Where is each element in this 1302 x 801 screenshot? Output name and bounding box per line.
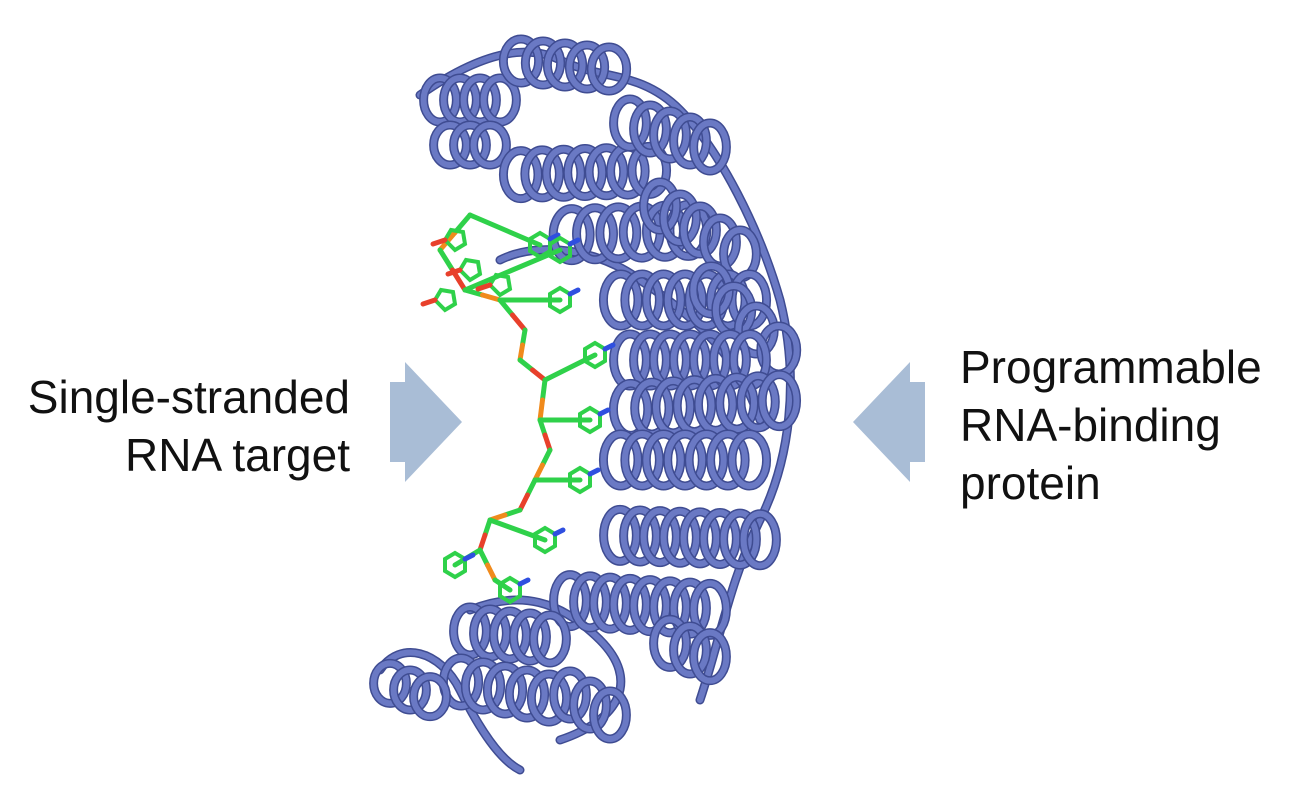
rna-bond bbox=[510, 312, 528, 333]
protein-loop bbox=[377, 649, 523, 773]
rna-base-ring bbox=[578, 405, 602, 435]
rna-bond bbox=[597, 407, 611, 417]
rna-base-ring bbox=[443, 550, 467, 580]
helix bbox=[429, 120, 511, 170]
rna-bond bbox=[537, 397, 545, 423]
rna-bond bbox=[517, 492, 530, 513]
helix bbox=[608, 370, 802, 440]
rna-bond bbox=[477, 532, 488, 553]
rna-bond bbox=[445, 267, 463, 277]
rna-sugar-ring bbox=[457, 257, 483, 283]
arrow-left-icon bbox=[853, 362, 925, 482]
rna-bond bbox=[540, 377, 548, 403]
protein-label-line1: Programmable bbox=[960, 341, 1262, 393]
rna-bond bbox=[485, 562, 498, 583]
rna-bond bbox=[517, 577, 531, 587]
rna-bond bbox=[462, 247, 563, 293]
rna-bond bbox=[530, 367, 548, 383]
helix bbox=[369, 658, 451, 722]
rna-bond bbox=[462, 552, 476, 562]
rna-base-ring bbox=[533, 525, 557, 555]
protein-label-line2: RNA-binding bbox=[960, 399, 1221, 451]
arrow-right-icon bbox=[390, 362, 462, 482]
rna-base-ring bbox=[548, 285, 572, 315]
rna-bond bbox=[437, 247, 455, 273]
rna-bond bbox=[475, 282, 493, 292]
rna-bond bbox=[502, 507, 523, 518]
rna-bond bbox=[540, 447, 553, 468]
helix bbox=[549, 666, 631, 744]
rna-bond bbox=[567, 287, 581, 297]
rna-bond bbox=[517, 342, 525, 363]
rna-bond bbox=[477, 547, 490, 568]
rna-base-ring bbox=[568, 465, 592, 495]
rna-bond bbox=[542, 352, 598, 383]
rna-base-ring bbox=[583, 340, 607, 370]
rna-bond bbox=[587, 467, 601, 477]
rna-sugar-ring bbox=[442, 227, 468, 253]
rna-bond bbox=[542, 432, 553, 453]
rna-bond bbox=[552, 527, 566, 537]
helix bbox=[599, 504, 781, 571]
rna-target-label: Single-stranded RNA target bbox=[28, 368, 350, 484]
protein-ribbon bbox=[369, 34, 802, 775]
rna-base-ring bbox=[548, 235, 572, 265]
rna-bond bbox=[430, 237, 448, 247]
rna-bond bbox=[567, 237, 581, 247]
rna-target-label-line2: RNA target bbox=[125, 429, 350, 481]
helix bbox=[498, 34, 632, 96]
helix bbox=[449, 602, 571, 668]
rna-bond bbox=[547, 232, 561, 242]
helix bbox=[419, 73, 521, 127]
protein-label: Programmable RNA-binding protein bbox=[960, 338, 1262, 512]
rna-bond bbox=[480, 292, 503, 303]
rna-sugar-ring bbox=[432, 287, 458, 313]
rna-bond bbox=[520, 327, 528, 348]
rna-bond bbox=[525, 477, 538, 498]
protein-loop bbox=[417, 49, 794, 703]
rna-bond bbox=[602, 342, 616, 352]
rna-target-label-line1: Single-stranded bbox=[27, 371, 350, 423]
helix bbox=[438, 653, 572, 727]
rna-bond bbox=[482, 517, 493, 538]
helix bbox=[609, 94, 731, 176]
protein-label-line3: protein bbox=[960, 457, 1101, 509]
helix bbox=[649, 614, 731, 686]
rna-bond bbox=[420, 297, 438, 307]
rna-bond bbox=[492, 577, 513, 593]
helix bbox=[598, 429, 772, 491]
rna-sugar-ring bbox=[487, 272, 513, 298]
rna-stick-model bbox=[420, 212, 616, 605]
rna-base-ring bbox=[498, 575, 522, 605]
rna-bond bbox=[517, 357, 535, 373]
